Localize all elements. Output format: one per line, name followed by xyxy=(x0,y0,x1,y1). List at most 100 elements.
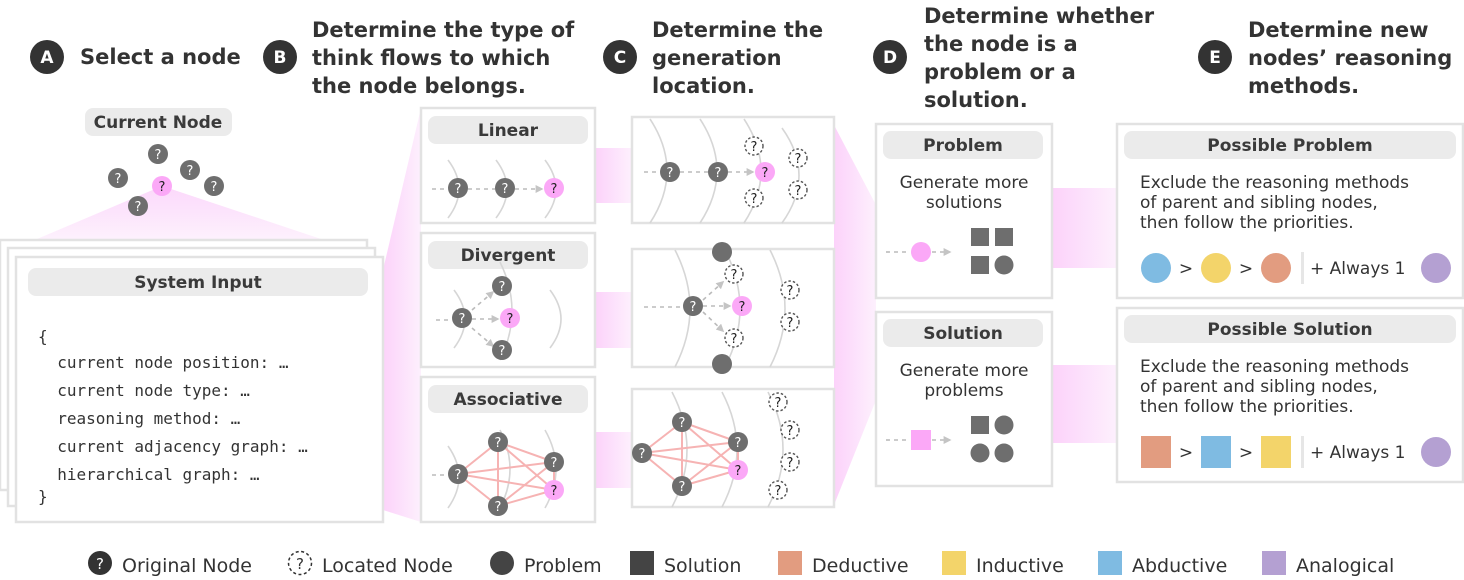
step-badge-letter: D xyxy=(883,48,897,68)
reasoning-desc: Exclude the reasoning methods xyxy=(1140,173,1409,193)
solution-icon xyxy=(971,256,989,274)
association-edge xyxy=(641,441,739,454)
problem-icon xyxy=(994,255,1014,275)
abductive-icon xyxy=(1201,436,1231,468)
layer-arc xyxy=(549,289,562,349)
located-node: ? xyxy=(780,312,800,332)
node-glyph: ? xyxy=(739,300,746,315)
node-glyph: ? xyxy=(495,436,502,451)
located-node: ? xyxy=(780,280,800,300)
graphs: ???????????????????????????????????????? xyxy=(108,118,808,516)
node-glyph: ? xyxy=(735,436,742,451)
node-glyph: ? xyxy=(211,180,218,195)
legend-item-abductive: Abductive xyxy=(1098,551,1227,577)
association-edge xyxy=(497,461,555,507)
original-node: ? xyxy=(632,443,652,463)
node-glyph: ? xyxy=(115,172,122,187)
square-analogical-icon xyxy=(1262,551,1286,575)
step-badge-letter: B xyxy=(274,48,287,68)
node-glyph: ? xyxy=(679,480,686,495)
flow-type-associative: Associative xyxy=(453,390,562,410)
node-glyph: ? xyxy=(795,184,802,199)
node-type-pill xyxy=(883,319,1043,347)
step-title-line: Determine the xyxy=(652,18,823,42)
legend-label: Original Node xyxy=(122,555,252,577)
step-badge-letter: C xyxy=(614,48,626,68)
step-badge-letter: A xyxy=(40,48,54,68)
node-glyph: ? xyxy=(775,484,782,499)
priority-greater-than: > xyxy=(1239,443,1253,463)
node-glyph: ? xyxy=(507,312,514,327)
legend-item-problem: Problem xyxy=(490,551,602,577)
priority-greater-than: > xyxy=(1239,259,1253,279)
located-node: ? xyxy=(724,264,744,284)
inductive-icon xyxy=(1201,253,1231,283)
node-glyph: ? xyxy=(499,280,506,295)
reasoning-title: Possible Solution xyxy=(1207,320,1372,340)
node-glyph: ? xyxy=(639,447,646,462)
located-node: ? xyxy=(780,420,800,440)
node-glyph: ? xyxy=(551,456,558,471)
deductive-icon xyxy=(1141,436,1171,468)
flow-type-linear: Linear xyxy=(478,121,539,141)
node-glyph: ? xyxy=(787,456,794,471)
original-node: ? xyxy=(492,340,512,360)
problem-icon xyxy=(970,443,990,463)
system-input-pill xyxy=(28,268,368,296)
step-title-line: problem or a xyxy=(924,60,1076,84)
association-edge xyxy=(457,473,555,491)
step-title-line: solution. xyxy=(924,88,1028,112)
node-glyph: ? xyxy=(731,332,738,347)
legend-label: Solution xyxy=(664,555,741,577)
step-c: C Determine the generation location. xyxy=(603,18,823,98)
step-title-line: Select a node xyxy=(80,45,241,69)
priority-greater-than: > xyxy=(1179,259,1193,279)
solution-icon xyxy=(971,416,989,434)
original-node: ? xyxy=(672,476,692,496)
step-title-line: Determine new xyxy=(1248,18,1429,42)
node-glyph: ? xyxy=(187,164,194,179)
node-glyph: ? xyxy=(135,200,142,215)
located-node: ? xyxy=(744,136,764,156)
flow-type-pill xyxy=(428,116,588,144)
association-edge xyxy=(457,461,555,475)
association-edge xyxy=(641,452,739,471)
system-input-card xyxy=(14,255,385,524)
step-title-line: Determine whether xyxy=(924,4,1155,28)
step-d: D Determine whether the node is a problem o… xyxy=(873,4,1155,112)
layer-arc xyxy=(781,127,800,224)
problem-icon xyxy=(994,443,1014,463)
inductive-icon xyxy=(1261,436,1291,468)
step-badge xyxy=(1198,40,1232,74)
association-edge xyxy=(497,441,555,491)
node-glyph: ? xyxy=(551,484,558,499)
problem-node xyxy=(911,242,931,262)
step-title-line: the node belongs. xyxy=(312,74,526,98)
step-headers: A Select a node B Determine the type of thin… xyxy=(30,4,1452,112)
reasoning-desc: of parent and sibling nodes, xyxy=(1140,377,1378,397)
system-input-code: { current node position: … current node … xyxy=(38,327,308,506)
legend-item-inductive: Inductive xyxy=(942,551,1064,577)
node-type-desc: problems xyxy=(924,381,1003,401)
square-abductive-icon xyxy=(1098,551,1122,575)
legend-item-solution: Solution xyxy=(630,551,741,577)
original-node xyxy=(712,354,732,374)
node-glyph: ? xyxy=(735,464,742,479)
flow-type-pill xyxy=(428,385,588,413)
original-node: ? xyxy=(488,432,508,452)
solution-icon xyxy=(971,228,989,246)
solution-node xyxy=(911,430,931,450)
original-node: ? xyxy=(488,496,508,516)
question-circle-dark-icon: ? xyxy=(88,551,112,575)
code-line: current node type: … xyxy=(38,381,250,400)
located-node: ? xyxy=(780,452,800,472)
priority-greater-than: > xyxy=(1179,443,1193,463)
reasoning-card-problem: Possible Problem Exclude the reasoning me… xyxy=(1115,122,1464,300)
current-node: ? xyxy=(544,480,564,500)
code-line: reasoning method: … xyxy=(38,409,240,428)
always-label: + Always 1 xyxy=(1310,443,1405,463)
node-glyph: ? xyxy=(787,284,794,299)
located-node: ? xyxy=(788,180,808,200)
node-type-pill xyxy=(883,131,1043,159)
solution-icon xyxy=(995,228,1013,246)
